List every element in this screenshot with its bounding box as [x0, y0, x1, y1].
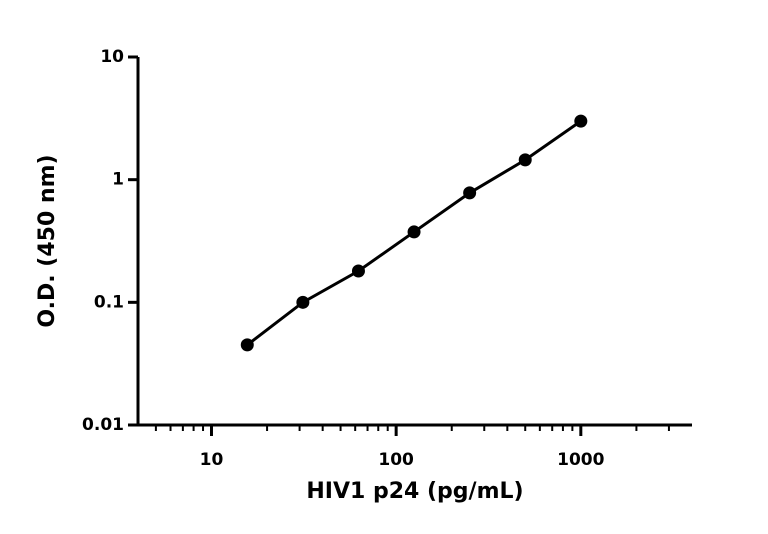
x-axis-title: HIV1 p24 (pg/mL)	[306, 479, 523, 504]
data-point	[407, 225, 421, 239]
data-point	[574, 114, 588, 128]
y-axis-title: O.D. (450 nm)	[35, 154, 60, 327]
y-tick-label: 1	[112, 170, 124, 190]
data-point	[518, 153, 532, 167]
x-tick-label: 10	[200, 450, 224, 470]
data-point	[296, 295, 310, 309]
data-point	[240, 338, 254, 352]
y-tick-label: 0.1	[94, 292, 124, 312]
data-point	[351, 264, 365, 278]
y-tick-label: 0.01	[82, 415, 124, 435]
data-point	[463, 186, 477, 200]
y-tick-label: 10	[100, 47, 124, 67]
x-tick-label: 1000	[557, 450, 604, 470]
x-tick-label: 100	[378, 450, 414, 470]
